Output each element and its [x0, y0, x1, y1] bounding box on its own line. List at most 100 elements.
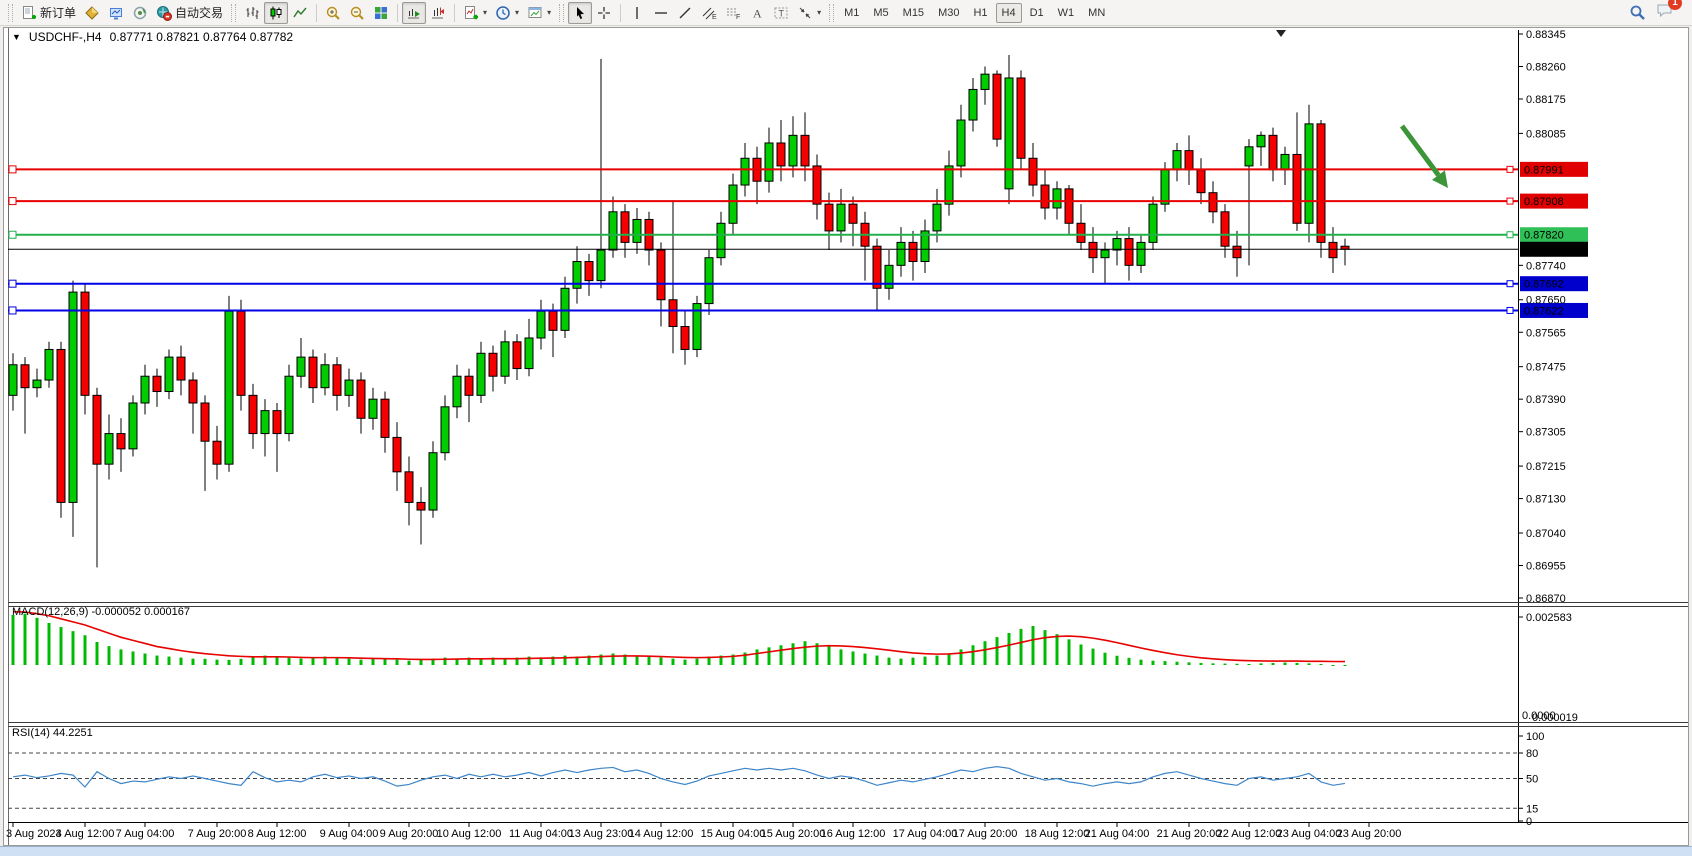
candle-bull — [920, 230, 930, 263]
chat-button[interactable]: 1 — [1656, 0, 1682, 23]
macd-histogram-bar — [815, 643, 819, 665]
periods-button[interactable]: ▾ — [491, 2, 523, 24]
price-tick-label: 0.88345 — [1526, 29, 1566, 41]
timeframe-button-W1[interactable]: W1 — [1057, 6, 1075, 19]
candle-bull — [344, 379, 354, 396]
macd-histogram-bar — [1247, 663, 1251, 665]
candle-bear — [332, 364, 342, 396]
hline-right-marker[interactable] — [1506, 197, 1514, 205]
zoom-out-button[interactable] — [345, 2, 369, 24]
templates-button[interactable]: ▾ — [523, 2, 555, 24]
candle-bear — [1124, 238, 1134, 266]
candle-bear — [824, 203, 834, 232]
macd-histogram-bar — [407, 660, 411, 665]
macd-histogram-bar — [1163, 661, 1167, 665]
macd-histogram-bar — [1259, 663, 1263, 665]
text-label-button[interactable]: T — [769, 2, 793, 24]
hline-right-marker[interactable] — [1506, 306, 1514, 314]
macd-histogram-bar — [467, 657, 471, 665]
timeframe-button-D1[interactable]: D1 — [1029, 6, 1044, 19]
price-tick-label: 0.87650 — [1526, 295, 1566, 307]
market-button[interactable] — [80, 2, 104, 24]
candle-chart-button[interactable] — [264, 1, 289, 24]
time-label: 22 Aug 12:00 — [1217, 828, 1282, 840]
horizontal-line-button[interactable] — [649, 2, 673, 24]
timeframe-button-M15[interactable]: M15 — [902, 6, 925, 19]
indicators-button[interactable]: ▾ — [459, 2, 491, 24]
hline-right-marker[interactable] — [1506, 165, 1514, 173]
macd-histogram-bar — [11, 614, 15, 665]
macd-histogram-bar — [1139, 659, 1143, 665]
candle-bull — [968, 88, 978, 121]
candle-bear — [1292, 153, 1302, 224]
channel-icon: E — [702, 7, 717, 21]
candle-bear — [80, 291, 90, 396]
macd-histogram-bar — [215, 659, 219, 665]
macd-axis-max: 0.002583 — [1526, 612, 1572, 624]
candle-chart-icon — [270, 6, 282, 19]
price-badge — [1520, 161, 1588, 177]
signal-button[interactable] — [128, 2, 152, 24]
auto-scroll-button[interactable] — [402, 1, 427, 24]
hline-left-marker[interactable] — [8, 230, 17, 239]
search-icon[interactable] — [1629, 4, 1646, 21]
hline-right-marker[interactable] — [1506, 231, 1514, 239]
sell-signal-arrow[interactable] — [1399, 124, 1441, 177]
timeframe-button-H4[interactable]: H4 — [995, 2, 1022, 23]
macd-histogram-bar — [359, 659, 363, 665]
macd-histogram-bar — [527, 656, 531, 665]
candle-bull — [1244, 146, 1254, 167]
candle-bear — [392, 436, 402, 473]
macd-histogram-bar — [575, 656, 579, 665]
chart-shift-button[interactable] — [426, 2, 450, 24]
candle-bear — [992, 73, 1002, 140]
collapse-triangle-icon[interactable]: ▼ — [12, 32, 21, 42]
hline-left-marker[interactable] — [8, 165, 17, 174]
macd-histogram-bar — [587, 655, 591, 665]
line-chart-button[interactable] — [288, 2, 312, 24]
macd-histogram-bar — [983, 641, 987, 665]
candle-bull — [692, 303, 702, 350]
candle-bear — [656, 249, 666, 301]
crosshair-button[interactable] — [592, 2, 616, 24]
fibonacci-button[interactable]: F — [721, 2, 745, 24]
candle-bull — [476, 352, 486, 396]
tile-windows-button[interactable] — [369, 2, 393, 24]
profile-button[interactable] — [104, 2, 128, 24]
candle-bull — [632, 218, 642, 243]
candle-bull — [764, 142, 774, 182]
toolbar-grip[interactable] — [559, 3, 565, 22]
timeframe-button-M30[interactable]: M30 — [938, 6, 960, 19]
toolbar-grip[interactable] — [231, 3, 237, 22]
macd-histogram-bar — [131, 651, 135, 665]
price-tick-label: 0.87040 — [1526, 528, 1566, 540]
price-tick-label: 0.87565 — [1526, 327, 1566, 339]
toolbar-grip[interactable] — [829, 3, 835, 22]
timeframe-button-M1[interactable]: M1 — [844, 6, 860, 19]
hline-left-marker[interactable] — [8, 197, 17, 206]
sell-signal-arrow-head[interactable] — [1432, 170, 1448, 188]
bar-chart-button[interactable] — [240, 2, 264, 24]
vertical-line-button[interactable] — [625, 2, 649, 24]
timeframe-button-H1[interactable]: H1 — [973, 6, 988, 19]
new-order-button[interactable]: 新订单 — [17, 2, 80, 24]
macd-histogram-bar — [647, 656, 651, 665]
text-button[interactable]: A — [745, 2, 769, 24]
macd-histogram-bar — [71, 631, 75, 665]
toolbar-grip[interactable] — [8, 3, 13, 22]
chart-shift-marker[interactable] — [1276, 30, 1286, 37]
hline-right-marker[interactable] — [1506, 280, 1514, 288]
auto-trading-button[interactable]: 自动交易 — [152, 2, 227, 24]
cursor-button[interactable] — [568, 1, 593, 24]
trendline-button[interactable] — [673, 2, 697, 24]
zoom-in-button[interactable] — [321, 2, 345, 24]
notification-badge: 1 — [1668, 0, 1682, 10]
timeframe-button-M5[interactable]: M5 — [873, 6, 889, 19]
macd-histogram-bar — [1055, 634, 1059, 665]
hline-left-marker[interactable] — [8, 306, 17, 315]
hline-left-marker[interactable] — [8, 279, 17, 288]
timeframe-button-MN[interactable]: MN — [1088, 6, 1106, 19]
channel-button[interactable]: E — [697, 2, 721, 24]
arrows-tool-button[interactable]: ▾ — [793, 2, 825, 24]
